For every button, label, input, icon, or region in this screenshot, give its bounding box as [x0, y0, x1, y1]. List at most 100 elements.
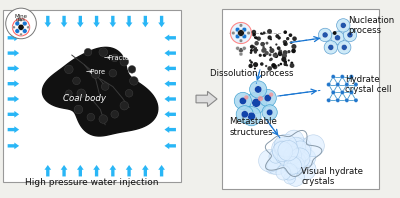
Polygon shape [126, 165, 132, 176]
Circle shape [295, 159, 316, 180]
Text: Nucleation
process: Nucleation process [348, 16, 394, 35]
Circle shape [286, 64, 288, 66]
Circle shape [242, 107, 261, 126]
Circle shape [238, 30, 244, 36]
Circle shape [288, 33, 292, 37]
Polygon shape [77, 165, 84, 176]
Circle shape [250, 81, 267, 98]
Circle shape [288, 59, 290, 61]
Circle shape [269, 92, 273, 97]
Circle shape [266, 109, 273, 116]
Circle shape [242, 27, 247, 32]
Circle shape [130, 77, 138, 85]
Circle shape [254, 68, 256, 70]
Circle shape [275, 52, 277, 54]
Circle shape [242, 34, 247, 39]
Circle shape [254, 50, 257, 52]
Circle shape [268, 35, 272, 40]
Circle shape [252, 30, 256, 34]
FancyBboxPatch shape [222, 9, 379, 189]
Circle shape [125, 89, 133, 97]
Circle shape [340, 90, 344, 94]
Circle shape [260, 42, 265, 46]
Circle shape [262, 48, 267, 52]
Circle shape [347, 32, 353, 38]
Circle shape [109, 69, 117, 77]
Circle shape [281, 163, 298, 180]
Circle shape [281, 143, 302, 165]
Circle shape [241, 111, 248, 118]
Text: Visual hydrate
crystals: Visual hydrate crystals [301, 167, 363, 186]
Circle shape [274, 140, 287, 153]
Circle shape [274, 134, 297, 157]
Circle shape [349, 90, 354, 94]
Circle shape [270, 38, 272, 40]
Circle shape [275, 34, 279, 38]
Circle shape [276, 152, 287, 163]
Circle shape [278, 51, 282, 56]
Circle shape [284, 130, 304, 150]
Circle shape [101, 83, 109, 90]
Circle shape [262, 46, 265, 49]
Circle shape [278, 50, 282, 53]
Circle shape [266, 161, 278, 174]
Circle shape [244, 95, 248, 100]
Circle shape [284, 172, 296, 184]
Circle shape [252, 33, 256, 37]
Circle shape [324, 41, 338, 54]
Circle shape [289, 158, 304, 172]
Circle shape [340, 75, 344, 79]
Circle shape [277, 46, 281, 50]
Circle shape [22, 21, 27, 26]
Circle shape [255, 47, 257, 49]
Circle shape [128, 66, 136, 73]
Circle shape [263, 31, 266, 34]
Circle shape [234, 92, 252, 109]
Circle shape [291, 138, 312, 159]
Circle shape [280, 140, 303, 163]
Circle shape [286, 38, 289, 40]
Circle shape [331, 90, 335, 94]
Circle shape [271, 63, 276, 68]
Circle shape [236, 106, 253, 123]
Circle shape [284, 146, 302, 164]
Polygon shape [8, 96, 19, 102]
Circle shape [239, 52, 243, 56]
Circle shape [250, 61, 253, 64]
Polygon shape [142, 16, 149, 27]
Text: Hydrate
crystal cell: Hydrate crystal cell [345, 75, 392, 94]
Circle shape [247, 31, 250, 35]
Polygon shape [196, 91, 217, 107]
Polygon shape [164, 111, 176, 118]
Circle shape [22, 29, 27, 33]
Polygon shape [8, 143, 19, 149]
Circle shape [272, 137, 294, 160]
Circle shape [256, 49, 258, 51]
Circle shape [64, 65, 73, 74]
Circle shape [291, 153, 306, 167]
Circle shape [254, 86, 262, 93]
Polygon shape [8, 80, 19, 87]
Circle shape [255, 36, 258, 39]
Circle shape [27, 26, 30, 29]
Circle shape [274, 54, 278, 58]
Circle shape [287, 169, 304, 186]
Polygon shape [110, 16, 116, 27]
Polygon shape [8, 34, 19, 41]
Polygon shape [8, 65, 19, 72]
Circle shape [260, 32, 262, 35]
Circle shape [333, 31, 336, 35]
Circle shape [15, 21, 20, 26]
Circle shape [261, 42, 265, 46]
Circle shape [284, 30, 287, 34]
Circle shape [250, 49, 253, 52]
Circle shape [284, 62, 287, 66]
Polygon shape [93, 165, 100, 176]
Circle shape [291, 49, 296, 53]
Polygon shape [126, 16, 132, 27]
Circle shape [277, 36, 281, 40]
Circle shape [239, 24, 243, 27]
Circle shape [235, 27, 240, 32]
Circle shape [239, 97, 246, 105]
Polygon shape [164, 143, 176, 149]
